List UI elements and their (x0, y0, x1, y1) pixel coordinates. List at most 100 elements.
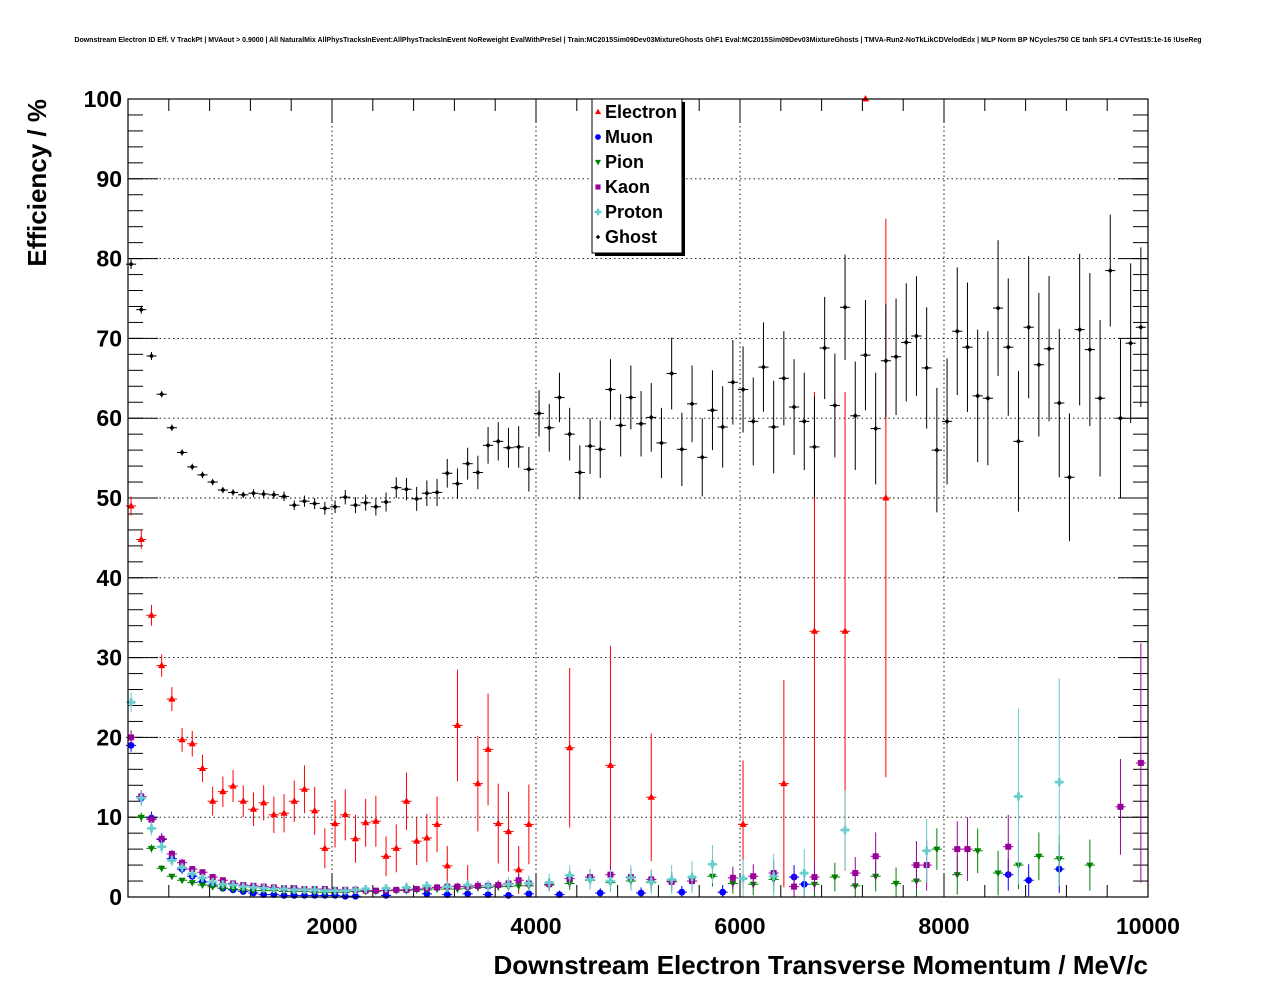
ghost-point (291, 502, 297, 508)
proton-point (688, 873, 697, 882)
electron-point (372, 817, 380, 824)
kaon-point (413, 886, 420, 893)
kaon-point (434, 884, 441, 891)
electron-point (280, 809, 288, 816)
proton-point (218, 880, 227, 889)
muon-point (637, 889, 645, 897)
y-tick-label: 40 (96, 565, 122, 591)
ghost-point (485, 442, 491, 448)
kaon-point (729, 874, 736, 881)
ghost-point (148, 353, 155, 359)
ghost-point (822, 345, 828, 351)
kaon-point (791, 883, 798, 890)
electron-point (362, 818, 370, 826)
ghost-point (383, 499, 389, 505)
ghost-point (903, 339, 909, 345)
electron-point (137, 535, 145, 542)
y-axis-label: Efficiency / % (22, 99, 52, 267)
electron-point (515, 865, 523, 873)
ghost-point (801, 418, 807, 424)
ghost-point (210, 479, 216, 485)
electron-point (260, 798, 268, 806)
pion-point (188, 880, 196, 887)
legend-ghost-label: Ghost (605, 227, 657, 247)
ghost-point (301, 498, 308, 504)
pion-point (892, 880, 900, 888)
ghost-point (526, 466, 532, 472)
ghost-point (607, 386, 614, 393)
pion-point (158, 865, 166, 873)
ghost-point (342, 494, 348, 500)
proton-point (198, 873, 207, 882)
ghost-point (689, 401, 695, 407)
y-tick-label: 50 (96, 485, 122, 511)
pion-point (147, 845, 156, 853)
proton-point (259, 884, 268, 893)
proton-point (320, 886, 329, 895)
kaon-point (372, 887, 379, 894)
electron-point (882, 494, 890, 501)
electron-point (249, 805, 258, 812)
ghost-point (944, 418, 950, 424)
ghost-point (709, 407, 716, 413)
ghost-point (128, 261, 134, 267)
proton-point (422, 881, 431, 890)
proton-point (300, 885, 309, 894)
muon-point (719, 888, 727, 896)
ghost-point (465, 461, 471, 467)
ghost-point (873, 425, 879, 432)
x-tick-label: 2000 (306, 913, 357, 939)
ghost-point (638, 421, 644, 427)
series-proton (125, 678, 1065, 897)
ghost-point (393, 485, 399, 491)
ghost-point (220, 487, 226, 493)
ghost-point (454, 481, 461, 487)
ghost-point (934, 447, 940, 453)
y-tick-label: 10 (96, 804, 122, 830)
proton-point (269, 885, 278, 894)
ghost-point (924, 365, 930, 371)
ghost-point (363, 500, 369, 506)
data-points (125, 95, 1146, 900)
ghost-point (240, 492, 246, 498)
pion-point (1086, 862, 1094, 870)
legend-box (591, 98, 683, 254)
proton-point (463, 881, 472, 890)
electron-point (198, 764, 207, 772)
electron-point (239, 797, 247, 804)
proton-point (504, 880, 513, 889)
electron-point (433, 820, 441, 827)
electron-point (810, 627, 819, 634)
ghost-point (1117, 415, 1124, 421)
electron-point (606, 761, 615, 768)
muon-point (525, 890, 533, 898)
ghost-point (1056, 400, 1062, 406)
legend-electron-marker (594, 108, 602, 115)
proton-point (188, 869, 197, 878)
kaon-point (393, 886, 400, 893)
ghost-point (505, 445, 512, 451)
axis-tick-labels: 0 10 20 30 40 50 60 70 80 90 100 2000 4000 6000 8000 10… (84, 86, 1180, 939)
ghost-point (964, 344, 971, 350)
ghost-point (730, 379, 736, 385)
ghost-point (179, 449, 185, 456)
electron-point (423, 833, 431, 841)
electron-point (413, 837, 421, 844)
ghost-point (1026, 324, 1032, 330)
ghost-point (1107, 267, 1113, 274)
ghost-point (169, 425, 175, 431)
kaon-point (1117, 803, 1124, 810)
proton-point (739, 874, 748, 883)
ghost-point (332, 504, 338, 510)
ghost-point (852, 413, 858, 419)
kaon-point (495, 882, 502, 889)
electron-point (300, 785, 309, 792)
y-tick-label: 70 (96, 325, 122, 351)
kaon-point (750, 873, 757, 880)
pion-point (168, 873, 176, 881)
proton-point (290, 885, 299, 894)
ghost-point (985, 395, 991, 401)
ghost-point (913, 333, 920, 339)
kaon-point (168, 850, 175, 857)
proton-point (769, 872, 778, 881)
